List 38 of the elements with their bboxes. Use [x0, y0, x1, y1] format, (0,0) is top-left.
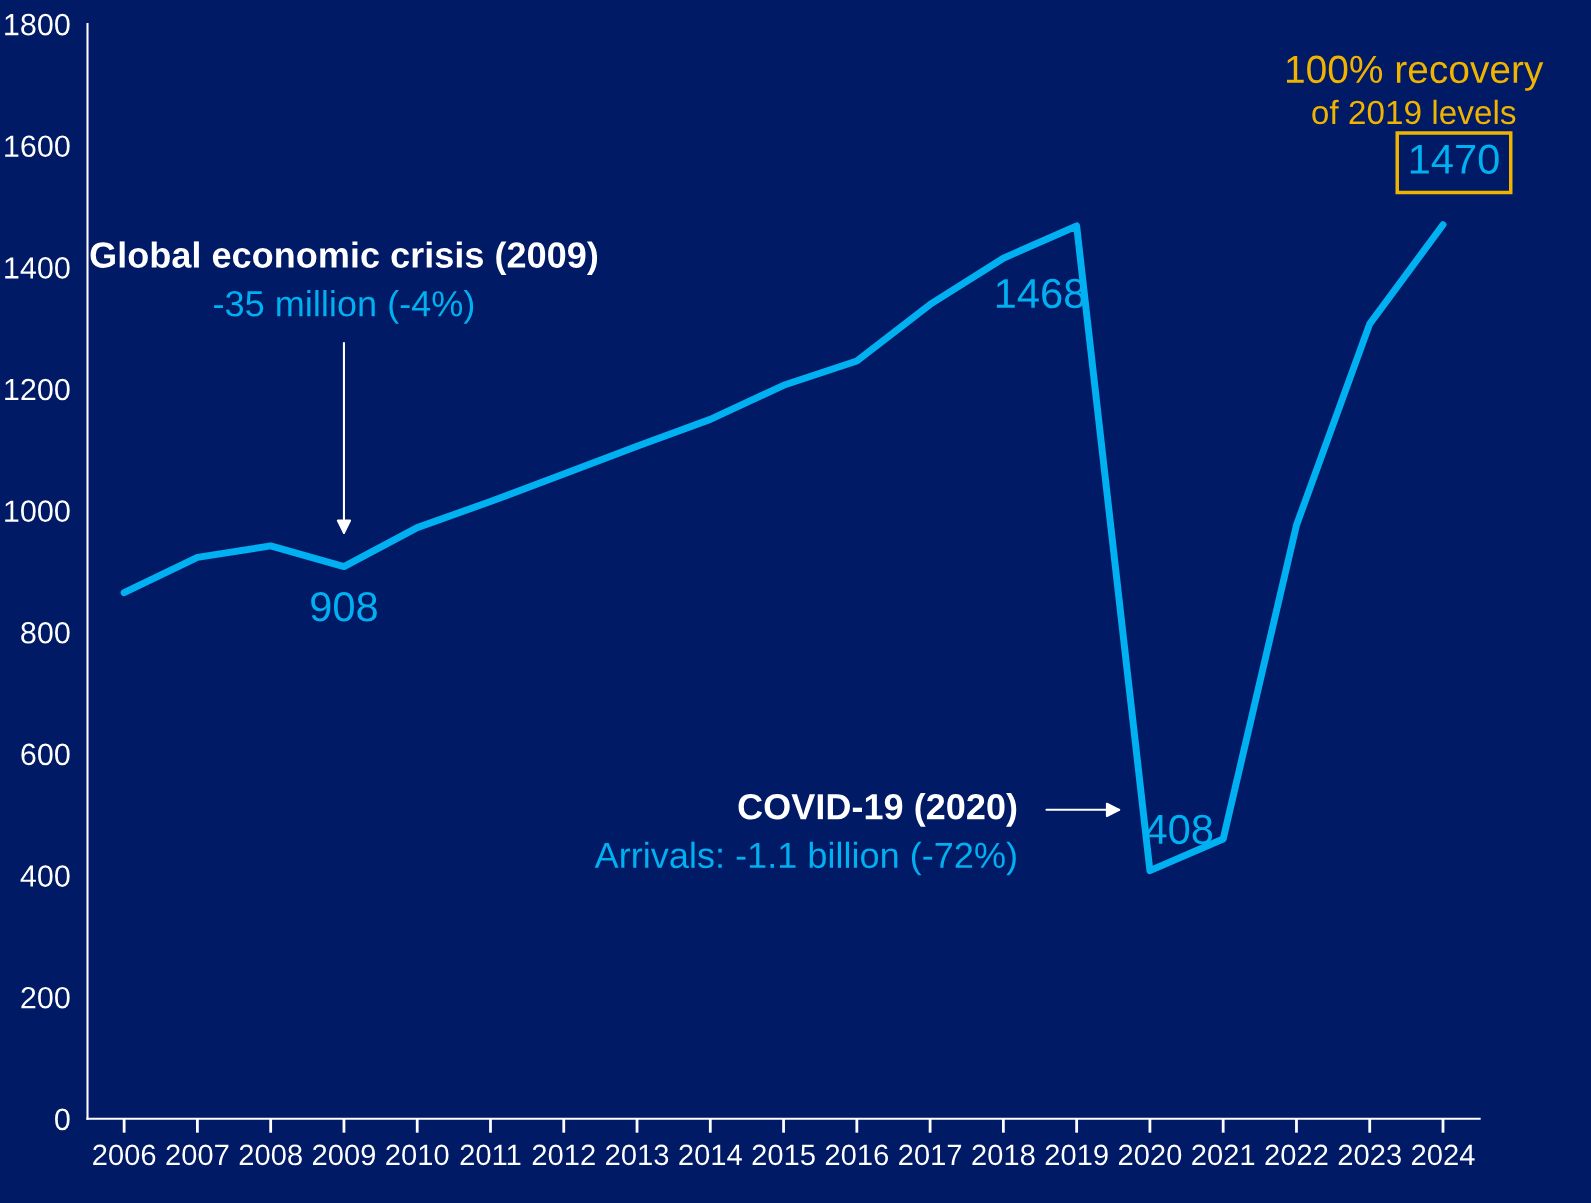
x-tick-label: 2010	[386, 1144, 449, 1166]
x-tick-label: 2006	[93, 1144, 156, 1166]
annotation: Arrivals: -1.1 billion (-72%)	[594, 841, 1016, 876]
y-tick-label: 1600	[5, 135, 70, 158]
x-tick-label: 2009	[312, 1144, 376, 1166]
x-tick-label: 2024	[1412, 1144, 1475, 1166]
y-tick-label: 600	[21, 743, 70, 766]
y-tick-label: 200	[21, 986, 70, 1009]
data-label: 408	[1145, 814, 1213, 845]
annotation: COVID-19 (2020)	[738, 793, 1017, 827]
x-tick-label: 2018	[972, 1144, 1035, 1166]
y-tick-label: 1000	[5, 500, 70, 522]
annotation: -35 million (-4%)	[214, 290, 474, 324]
y-tick-label: 0	[55, 1108, 70, 1131]
y-tick-label: 400	[20, 865, 70, 887]
y-tick-label: 1800	[5, 13, 70, 36]
x-tick-label: 2022	[1265, 1144, 1328, 1166]
annotation: Global economic crisis (2009)	[90, 241, 598, 276]
x-tick-label: 2021	[1192, 1144, 1255, 1166]
x-tick-label: 2019	[1045, 1144, 1108, 1166]
x-tick-label: 2008	[239, 1144, 302, 1166]
y-tick-label: 1400	[5, 257, 70, 279]
data-label: 908	[311, 591, 377, 622]
x-tick-label: 2014	[679, 1144, 742, 1166]
x-tick-label: 2020	[1118, 1144, 1182, 1166]
annotation: 100% recovery	[1286, 55, 1544, 91]
x-tick-label: 2011	[460, 1144, 521, 1166]
y-tick-label: 800	[21, 621, 70, 644]
x-tick-label: 2023	[1338, 1144, 1401, 1166]
x-tick-label: 2007	[166, 1144, 229, 1166]
annotation: of 2019 levels	[1312, 99, 1516, 125]
data-label: 1470	[1410, 144, 1499, 174]
x-tick-label: 2016	[825, 1144, 888, 1166]
x-tick-label: 2012	[532, 1144, 595, 1166]
x-tick-label: 2015	[752, 1144, 815, 1166]
x-tick-label: 2017	[899, 1144, 962, 1166]
y-tick-label: 1200	[5, 378, 70, 401]
x-tick-label: 2013	[606, 1144, 669, 1166]
